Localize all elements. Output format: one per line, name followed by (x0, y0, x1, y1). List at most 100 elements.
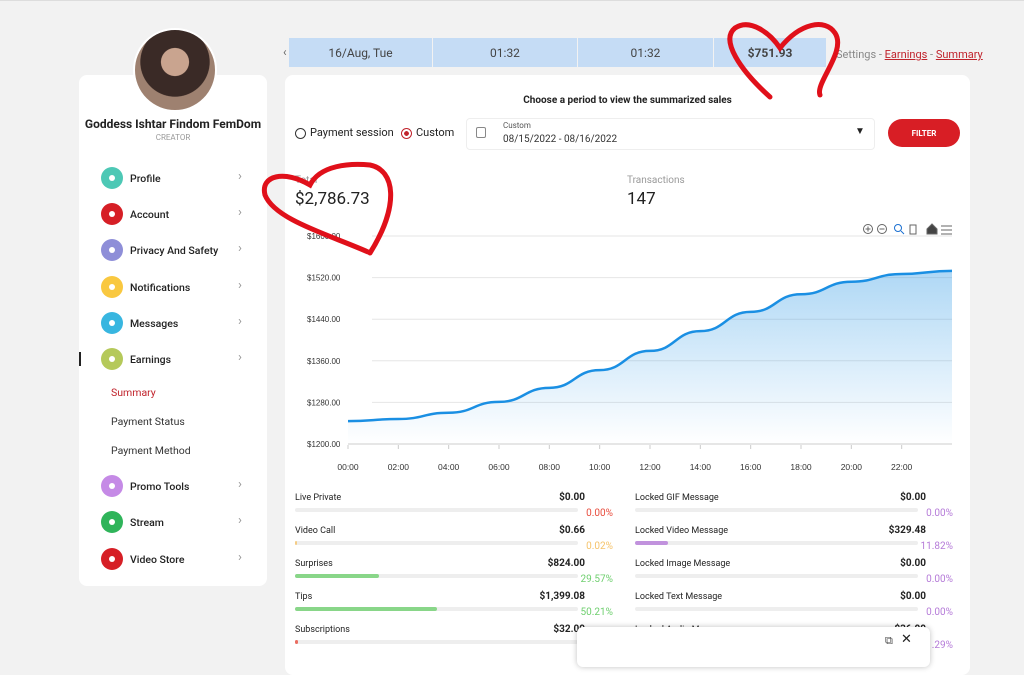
chevron[interactable]: › (238, 513, 242, 529)
submenu-label[interactable]: Summary (111, 386, 156, 400)
menu-label[interactable]: Messages (130, 316, 179, 330)
header-cell: 01:32 (578, 38, 713, 67)
x-tick-label: 00:00 (337, 462, 359, 472)
row-name: Locked Image Message (635, 559, 731, 569)
row-name: Locked Text Message (635, 592, 723, 602)
chevron[interactable]: › (238, 549, 242, 565)
submenu-label[interactable]: Payment Status (111, 415, 185, 429)
date-select[interactable] (466, 118, 875, 150)
y-tick-label: $1360.00 (307, 357, 341, 366)
progress-bar (295, 640, 299, 644)
submenu-label[interactable]: Payment Method (111, 444, 191, 458)
row-percent: 50.21% (580, 607, 613, 618)
row-name: Live Private (295, 493, 342, 503)
radio[interactable] (401, 128, 412, 139)
menu-label[interactable]: Profile (130, 172, 161, 185)
chevron[interactable]: › (238, 205, 242, 221)
menu-label[interactable]: Earnings (130, 353, 172, 366)
radio[interactable] (295, 128, 306, 139)
x-tick-label: 12:00 (639, 462, 661, 472)
menu-dot (109, 555, 115, 562)
stat-value: $2,786.73 (295, 189, 370, 209)
menu-dot (109, 483, 115, 490)
crumb[interactable]: Settings (836, 48, 877, 61)
progress-track (635, 574, 918, 578)
crumb[interactable]: Earnings (884, 48, 928, 61)
row-name: Tips (295, 592, 313, 602)
row-amount: $0.00 (559, 492, 585, 503)
row-percent: 29.57% (580, 574, 613, 585)
chevron[interactable]: › (238, 241, 242, 257)
menu-label[interactable]: Notifications (130, 280, 191, 294)
row-amount: $32.00 (553, 624, 585, 635)
row-amount: $0.66 (559, 525, 585, 536)
row-amount: $1,399.08 (539, 591, 585, 602)
chevron[interactable]: › (238, 313, 242, 329)
row-name: Locked GIF Message (635, 493, 719, 503)
x-tick-label: 18:00 (790, 462, 812, 472)
chevron[interactable]: › (238, 169, 242, 184)
radio-label[interactable]: Payment session (310, 126, 394, 139)
row-amount: $0.00 (900, 591, 926, 602)
top-border (0, 0, 1024, 1)
chart: $1200.00 $1280.00 $1360.00 $1440.00 $1520.00… (307, 223, 953, 472)
x-tick-label: 08:00 (539, 462, 561, 472)
menu-dot (109, 319, 115, 326)
chevron[interactable]: › (238, 277, 242, 293)
progress-bar (295, 541, 297, 545)
progress-track (635, 508, 918, 512)
chevron[interactable]: › (238, 477, 242, 493)
menu-label[interactable]: Account (130, 208, 170, 222)
chart-toolbar[interactable] (863, 223, 953, 235)
x-tick-label: 10:00 (589, 462, 611, 472)
chevron[interactable]: › (238, 350, 242, 365)
progress-track (635, 541, 918, 545)
header-cell: 01:32 (433, 38, 577, 67)
dropdown-arrow: ▼ (855, 126, 865, 137)
stat-value: 147 (627, 189, 656, 209)
menu-dot (109, 211, 115, 218)
y-tick-label: $1280.00 (307, 398, 341, 407)
calendar-icon (476, 127, 486, 138)
crumb[interactable]: Summary (935, 48, 983, 61)
close-icon[interactable]: ✕ (901, 632, 912, 647)
x-tick-label: 22:00 (891, 462, 913, 472)
row-percent: 0.00% (586, 508, 613, 519)
area (348, 270, 952, 444)
x-tick-label: 16:00 (740, 462, 762, 472)
menu-label[interactable]: Promo Tools (130, 480, 190, 494)
menu-label[interactable]: Stream (130, 516, 164, 530)
avatar[interactable] (133, 28, 217, 112)
header-cell: 16/Aug, Tue (289, 38, 432, 67)
row-name: Surprises (295, 559, 333, 569)
progress-track (295, 541, 578, 545)
row-percent: 0.02% (586, 541, 613, 552)
x-tick-label: 14:00 (690, 462, 712, 472)
x-tick-label: 20:00 (841, 462, 863, 472)
radio-label[interactable]: Custom (416, 126, 455, 139)
progress-bar (635, 541, 669, 545)
filter-button[interactable]: FILTER (888, 119, 960, 147)
stat-label: Total (295, 175, 318, 186)
stat-label: Transactions (627, 175, 685, 186)
y-tick-label: $1520.00 (307, 274, 341, 283)
y-tick-label: $1200.00 (307, 440, 341, 449)
prompt: Choose a period to view the summarized s… (523, 95, 732, 106)
row-percent: 1.15% (295, 640, 613, 651)
row-percent: 0.00% (926, 574, 953, 585)
progress-bar (295, 607, 438, 611)
progress-track (295, 640, 578, 644)
back-arrow[interactable]: ‹ (283, 45, 287, 59)
progress-bar (295, 574, 379, 578)
row-percent: 1.29% (926, 640, 953, 651)
popout-icon[interactable]: ⧉ (885, 634, 893, 647)
menu-dot (109, 175, 115, 181)
row-name: Locked Video Message (635, 526, 729, 536)
row-amount: $0.00 (900, 558, 926, 569)
popup[interactable]: ⧉ ✕ (577, 627, 930, 667)
menu-label[interactable]: Video Store (130, 552, 185, 566)
menu-label[interactable]: Privacy And Safety (130, 244, 219, 258)
row-amount: $824.00 (547, 558, 585, 569)
row-percent: 0.00% (926, 508, 953, 519)
